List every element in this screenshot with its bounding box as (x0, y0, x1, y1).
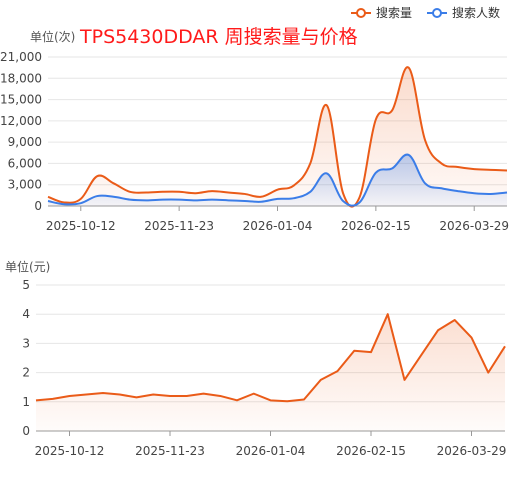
x-tick-label: 2025-11-23 (135, 444, 205, 458)
x-tick-label: 2026-01-04 (243, 219, 313, 233)
x-tick-label: 2025-11-23 (144, 219, 214, 233)
x-tick-label: 2026-03-29 (437, 444, 507, 458)
chart-legend: 搜索量 搜索人数 (350, 4, 500, 21)
unit-label-top: 单位(次) (30, 30, 76, 44)
y-tick-label: 4 (22, 307, 30, 321)
series-area-1 (48, 154, 507, 206)
y-tick-label: 12,000 (0, 114, 42, 128)
y-tick-label: 21,000 (0, 50, 42, 64)
y-tick-label: 18,000 (0, 71, 42, 85)
x-tick-label: 2026-03-29 (439, 219, 509, 233)
legend-item-search-volume[interactable]: 搜索量 (350, 4, 412, 21)
y-tick-label: 3,000 (8, 178, 42, 192)
legend-item-search-users[interactable]: 搜索人数 (426, 4, 500, 21)
y-tick-label: 15,000 (0, 93, 42, 107)
x-tick-label: 2026-01-04 (236, 444, 306, 458)
x-tick-label: 2025-10-12 (46, 219, 116, 233)
legend-line-icon (350, 7, 371, 18)
legend-line-icon (426, 7, 447, 18)
unit-label-bottom: 单位(元) (5, 260, 51, 274)
series-line-0[interactable] (35, 313, 506, 403)
legend-label: 搜索量 (375, 6, 412, 20)
x-tick-label: 2026-02-15 (341, 219, 411, 233)
y-tick-label: 6,000 (8, 156, 42, 170)
y-tick-label: 3 (22, 336, 30, 350)
series-line-1[interactable] (47, 153, 508, 207)
y-tick-label: 0 (34, 199, 42, 213)
x-tick-label: 2025-10-12 (35, 444, 105, 458)
chart-title: TPS5430DDAR 周搜索量与价格 (80, 26, 358, 48)
y-tick-label: 5 (22, 278, 30, 292)
y-tick-label: 0 (22, 424, 30, 438)
y-tick-label: 9,000 (8, 135, 42, 149)
y-tick-label: 1 (22, 395, 30, 409)
x-tick-label: 2026-02-15 (336, 444, 406, 458)
legend-label: 搜索人数 (451, 6, 500, 20)
y-tick-label: 2 (22, 366, 30, 380)
series-area-0 (36, 314, 505, 431)
series-line-0[interactable] (47, 66, 508, 208)
